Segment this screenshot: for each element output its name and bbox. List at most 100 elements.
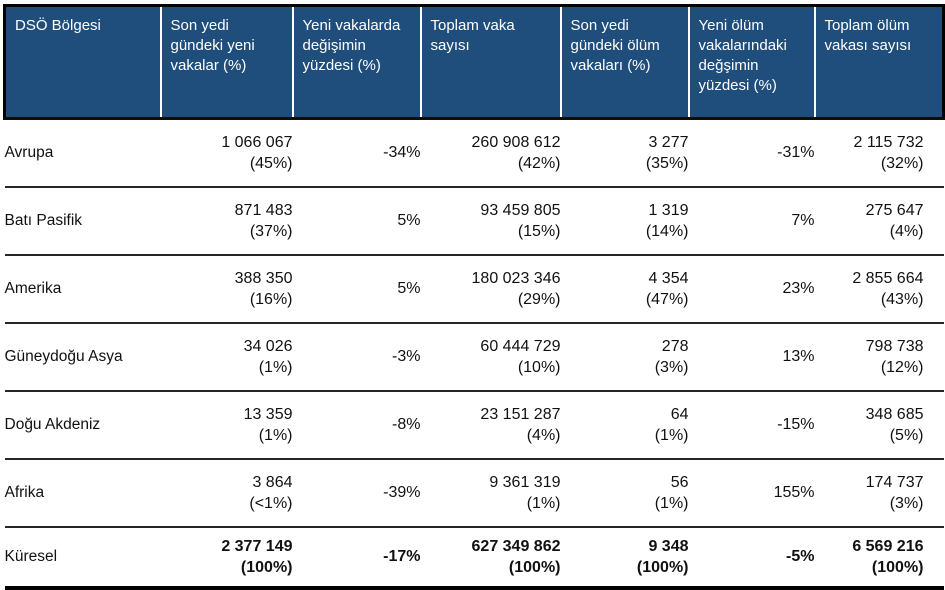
new-cases-cell: 1 066 067 (45%) [161, 119, 293, 188]
cell-percent: (1%) [526, 495, 561, 512]
cell-percent: (100%) [240, 559, 293, 576]
total-cases-cell: 60 444 729 (10%) [420, 322, 561, 391]
cell-percent: (100%) [871, 559, 924, 576]
death-change-cell: 7% [688, 186, 815, 255]
new-deaths-cell: 56 (1%) [560, 458, 689, 527]
cell-value: 6 569 216 [852, 538, 924, 555]
cell-value: 9 348 [648, 538, 689, 555]
case-change-cell: -3% [292, 322, 421, 391]
new-deaths-cell: 64 (1%) [560, 390, 689, 459]
new-deaths-cell: 9 348 (100%) [560, 526, 689, 590]
total-deaths-cell: 348 685 (5%) [814, 390, 944, 459]
total-deaths-cell: 174 737 (3%) [814, 458, 944, 527]
total-cases-cell: 93 459 805 (15%) [420, 186, 561, 255]
total-cases-cell: 627 349 862 (100%) [420, 526, 561, 590]
case-change-cell: -39% [292, 458, 421, 527]
new-cases-cell: 388 350 (16%) [160, 254, 293, 323]
cell-percent: (1%) [258, 427, 293, 444]
cell-value: 348 685 [865, 406, 924, 423]
cell-percent: (16%) [249, 291, 293, 308]
region-name: Küresel [4, 526, 161, 590]
cell-percent: (4%) [889, 223, 924, 240]
death-change-cell: 155% [688, 458, 815, 527]
cell-value: 9 361 319 [489, 474, 561, 491]
cell-percent: (5%) [889, 427, 924, 444]
death-change-cell: -31% [777, 144, 815, 161]
total-cases-cell: 260 908 612 (42%) [421, 119, 561, 188]
cell-value: 23 151 287 [480, 406, 561, 423]
total-cases-cell: 9 361 319 (1%) [420, 458, 561, 527]
total-cases-cell: 23 151 287 (4%) [420, 390, 561, 459]
cell-value: 56 [670, 474, 689, 491]
cell-value: 627 349 862 [471, 538, 561, 555]
table-row-bati-pasifik: Batı Pasifik 871 483 (37%) 5% 93 459 805… [4, 186, 944, 255]
cell-value: 798 738 [865, 338, 924, 355]
new-deaths-cell: 1 319 (14%) [560, 186, 689, 255]
table-body: Avrupa 1 066 067 (45%) -34% 260 908 612 … [4, 119, 944, 590]
table-row-amerika: Amerika 388 350 (16%) 5% 180 023 346 (29… [4, 254, 944, 323]
cell-percent: (<1%) [249, 495, 293, 512]
cell-value: 64 [670, 406, 689, 423]
cell-value: 174 737 [865, 474, 924, 491]
cell-percent: (3%) [889, 495, 924, 512]
cell-percent: (29%) [517, 291, 561, 308]
cell-percent: (43%) [880, 291, 924, 308]
cell-value: 2 855 664 [852, 270, 924, 287]
cell-value: 278 [661, 338, 689, 355]
cell-percent: (15%) [517, 223, 561, 240]
cell-value: 2 115 732 [853, 134, 924, 151]
cell-percent: (1%) [258, 359, 293, 376]
who-region-table: DSÖ Bölgesi Son yedi gündeki yeni vakala… [3, 4, 945, 590]
who-covid-region-report-page: DSÖ Bölgesi Son yedi gündeki yeni vakala… [3, 4, 945, 590]
col-header-total-cases: Toplam vaka sayısı [419, 4, 561, 120]
cell-value: 93 459 805 [480, 202, 561, 219]
total-deaths-cell: 2 855 664 (43%) [814, 254, 944, 323]
new-cases-cell: 13 359 (1%) [160, 390, 293, 459]
cell-value: 13 359 [243, 406, 293, 423]
cell-value: 3 277 [648, 134, 689, 151]
death-change-cell: 13% [688, 322, 815, 391]
col-header-new-deaths: Son yedi gündeki ölüm vakaları (%) [559, 4, 689, 120]
cell-value: 34 026 [243, 338, 293, 355]
new-cases-cell: 3 864 (<1%) [160, 458, 293, 527]
death-change-cell: -15% [688, 390, 815, 459]
case-change-cell: -34% [383, 144, 421, 161]
cell-value: 388 350 [234, 270, 293, 287]
table-row-dogu-akdeniz: Doğu Akdeniz 13 359 (1%) -8% 23 151 287 … [4, 390, 944, 459]
new-deaths-cell: 278 (3%) [560, 322, 689, 391]
cell-value: 260 908 612 [471, 134, 561, 151]
cell-value: 275 647 [865, 202, 924, 219]
total-deaths-cell: 2 115 732 (32%) [815, 119, 944, 188]
new-cases-cell: 2 377 149 (100%) [160, 526, 293, 590]
col-header-case-change: Yeni vakalarda değişimin yüzdesi (%) [291, 4, 421, 120]
cell-percent: (14%) [645, 223, 689, 240]
col-header-region: DSÖ Bölgesi [3, 4, 161, 120]
table-row-afrika: Afrika 3 864 (<1%) -39% 9 361 319 (1%) 5… [4, 458, 944, 527]
region-name: Doğu Akdeniz [4, 390, 161, 459]
case-change-cell: -17% [292, 526, 421, 590]
cell-value: 1 319 [648, 202, 689, 219]
case-change-cell: 5% [292, 186, 421, 255]
region-name: Batı Pasifik [4, 186, 161, 255]
total-deaths-cell: 275 647 (4%) [814, 186, 944, 255]
cell-percent: (1%) [654, 427, 689, 444]
region-name: Güneydoğu Asya [4, 322, 161, 391]
cell-value: 180 023 346 [471, 270, 561, 287]
cell-value: 4 354 [648, 270, 689, 287]
cell-percent: (47%) [645, 291, 689, 308]
table-row-guneydogu-asya: Güneydoğu Asya 34 026 (1%) -3% 60 444 72… [4, 322, 944, 391]
region-name: Avrupa [4, 144, 54, 161]
col-header-death-change: Yeni ölüm vakalarındaki değşimin yüzdesi… [687, 4, 815, 120]
cell-percent: (45%) [249, 155, 293, 172]
table-header: DSÖ Bölgesi Son yedi gündeki yeni vakala… [3, 4, 945, 120]
new-deaths-cell: 3 277 (35%) [561, 119, 689, 188]
cell-value: 60 444 729 [480, 338, 561, 355]
death-change-cell: 23% [688, 254, 815, 323]
cell-percent: (32%) [880, 155, 924, 172]
case-change-cell: 5% [292, 254, 421, 323]
cell-value: 871 483 [234, 202, 293, 219]
new-cases-cell: 34 026 (1%) [160, 322, 293, 391]
total-deaths-cell: 798 738 (12%) [814, 322, 944, 391]
table-row-avrupa: Avrupa 1 066 067 (45%) -34% 260 908 612 … [5, 119, 944, 188]
cell-value: 3 864 [252, 474, 293, 491]
